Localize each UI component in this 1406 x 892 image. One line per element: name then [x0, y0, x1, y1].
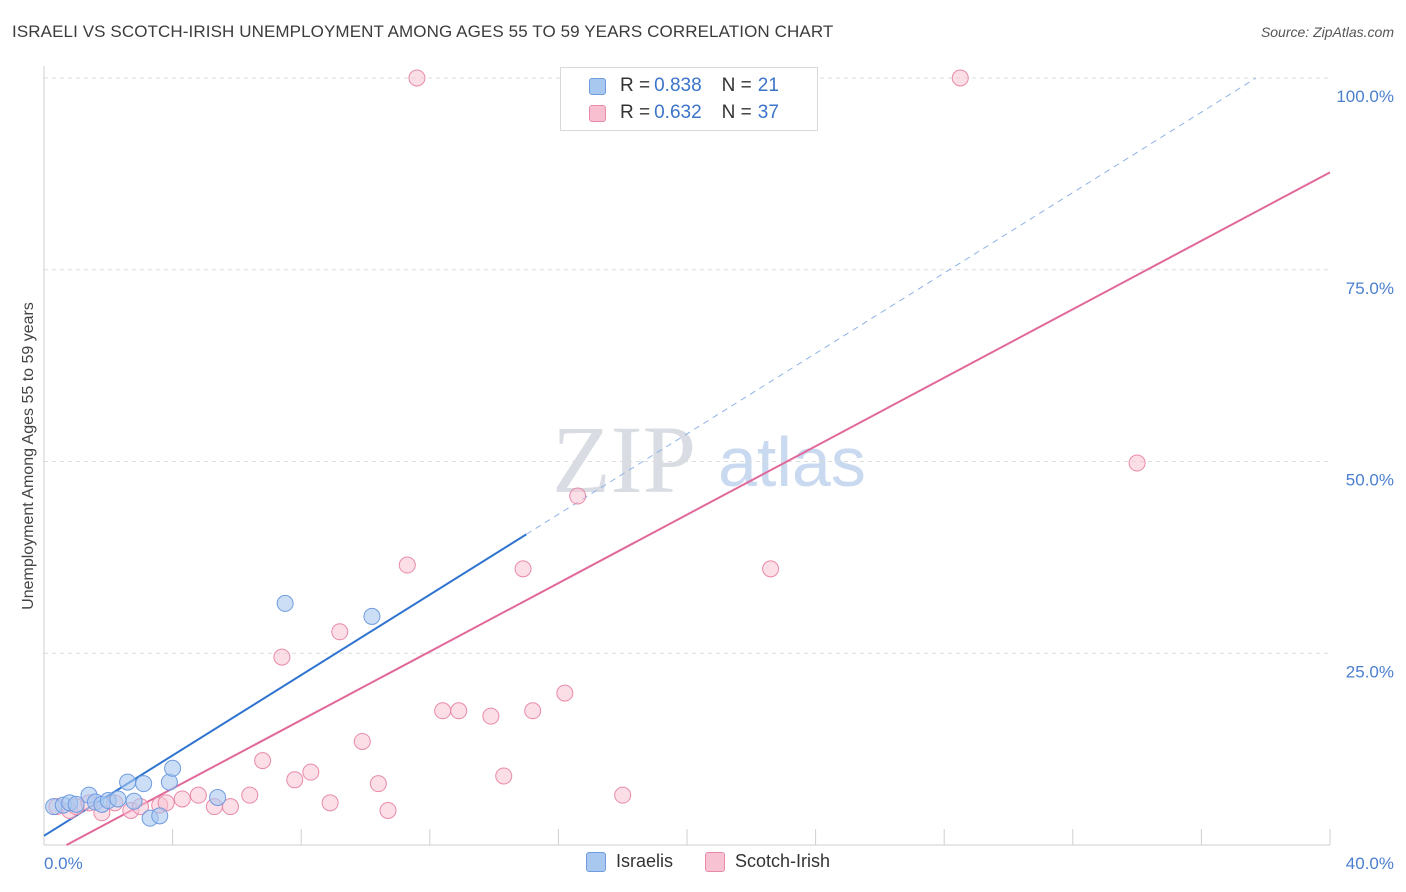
israelis-trend-extension	[525, 77, 1257, 535]
scotch-irish-point	[331, 623, 349, 641]
scotch-irish-point	[482, 707, 500, 725]
israelis-point	[209, 788, 227, 806]
israelis-point	[160, 773, 178, 791]
scotch-irish-point	[254, 752, 272, 770]
scotch-irish-point	[369, 775, 387, 793]
scotch-irish-point	[398, 556, 416, 574]
scotch-irish-point	[173, 790, 191, 808]
israelis-legend-label: Israelis	[616, 851, 674, 871]
scotch-irish-point	[408, 69, 426, 87]
y-tick-label: 50.0%	[1346, 471, 1394, 490]
legend-r-value: 0.838	[654, 75, 702, 96]
scotch-irish-point	[353, 732, 371, 750]
israelis-point	[164, 759, 182, 777]
scotch-irish-point	[379, 801, 397, 819]
gridlines	[44, 77, 1330, 654]
israelis-point	[135, 775, 153, 793]
scotch-irish-point	[762, 560, 780, 578]
scotch-irish-point	[286, 771, 304, 789]
scotch-irish-point	[450, 702, 468, 720]
scotch-irish-point	[1128, 454, 1146, 472]
legend-r-value: 0.632	[654, 102, 702, 123]
israelis-point	[125, 792, 143, 810]
scotch-irish-point	[321, 794, 339, 812]
scotch-irish-point	[241, 786, 259, 804]
israelis-point	[119, 773, 137, 791]
israelis-swatch	[589, 77, 606, 95]
scotch-irish-point	[556, 684, 574, 702]
scotch-irish-point	[302, 763, 320, 781]
scotch-irish-point	[495, 767, 513, 785]
scotch-irish-point	[273, 648, 291, 666]
chart-title: ISRAELI VS SCOTCH-IRISH UNEMPLOYMENT AMO…	[12, 22, 834, 41]
israelis-point	[151, 807, 169, 825]
stats-legend: R = 0.838 N = 21 R = 0.632 N = 37	[560, 67, 818, 131]
source-credit: Source: ZipAtlas.com	[1260, 24, 1394, 40]
legend-n-value: 37	[757, 102, 779, 123]
israelis-point	[109, 790, 127, 808]
legend-n-label: N =	[721, 75, 752, 96]
axes	[43, 66, 1331, 846]
y-tick-label: 25.0%	[1346, 662, 1394, 681]
scotch-irish-point	[951, 69, 969, 87]
israelis-trend-line	[43, 533, 527, 837]
scotch-irish-trend-line	[66, 171, 1331, 846]
y-tick-label: 100.0%	[1336, 87, 1394, 106]
legend-n-value: 21	[757, 75, 779, 96]
israelis-point	[67, 795, 85, 813]
legend-row-israelis: R = 0.838 N = 21	[561, 74, 779, 98]
israelis-point	[363, 607, 381, 625]
legend-row-scotch-irish: R = 0.632 N = 37	[561, 101, 779, 125]
legend-r-label: R =	[620, 75, 651, 96]
scotch-irish-point	[221, 798, 239, 816]
scotch-irish-point	[614, 786, 632, 804]
y-axis-label: Unemployment Among Ages 55 to 59 years	[20, 302, 37, 610]
scotch-irish-swatch	[589, 104, 606, 122]
scotch-irish-legend-label: Scotch-Irish	[735, 851, 831, 871]
scotch-irish-point	[569, 487, 587, 505]
series-legend: Israelis Scotch-Irish	[586, 851, 830, 872]
scatter-points	[45, 69, 1146, 827]
x-tick-label: 40.0%	[1346, 854, 1394, 873]
legend-r-label: R =	[620, 102, 651, 123]
x-tick-label: 0.0%	[44, 854, 83, 873]
scotch-irish-point	[189, 786, 207, 804]
israelis-point	[276, 594, 294, 612]
scotch-irish-point	[434, 702, 452, 720]
legend-n-label: N =	[721, 102, 752, 123]
scotch-irish-point	[514, 560, 532, 578]
israelis-legend-swatch	[586, 851, 606, 872]
scotch-irish-legend-swatch	[705, 851, 726, 872]
scotch-irish-point	[524, 702, 542, 720]
tick-labels: 25.0% 50.0% 75.0% 100.0% 0.0% 40.0%	[44, 87, 1394, 873]
watermark: ZIP atlas	[552, 406, 866, 513]
y-tick-label: 75.0%	[1346, 279, 1394, 298]
